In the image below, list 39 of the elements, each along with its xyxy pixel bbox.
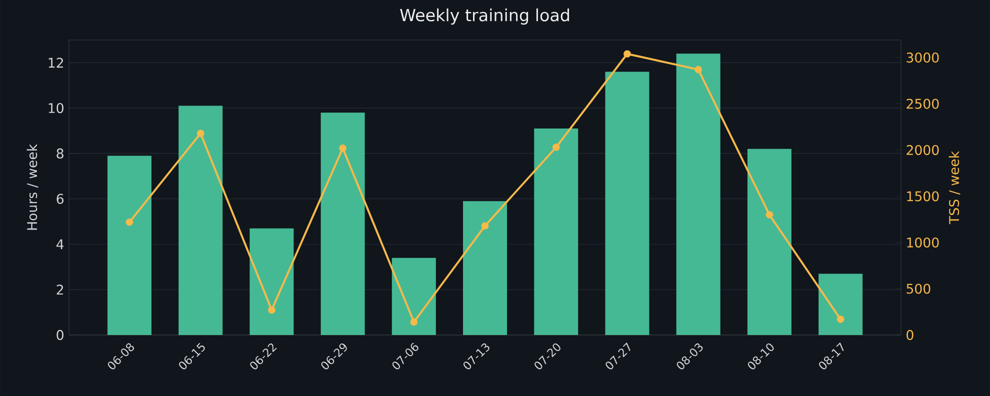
point <box>126 218 134 226</box>
bar <box>818 274 863 335</box>
point <box>481 222 489 230</box>
bar <box>250 228 294 335</box>
point <box>766 211 774 218</box>
bar <box>747 148 792 335</box>
y-axis-title: Hours / week <box>26 144 38 230</box>
bar <box>107 156 152 335</box>
point <box>552 144 560 151</box>
point <box>410 318 418 326</box>
point <box>694 66 702 74</box>
y2-tick-label: 2000 <box>906 144 939 156</box>
point <box>624 50 631 58</box>
y2-axis-title: TSS / week <box>948 150 960 224</box>
point <box>836 316 844 323</box>
bar <box>676 54 720 335</box>
y2-tick-label: 0 <box>906 330 914 340</box>
chart-title: Weekly training load <box>400 8 569 25</box>
bar <box>320 112 365 335</box>
bar <box>463 201 507 335</box>
bar <box>605 72 650 335</box>
bar <box>178 106 223 335</box>
bar <box>392 258 436 335</box>
y-tick-label: 0 <box>56 330 64 340</box>
y2-tick-label: 1000 <box>907 237 939 248</box>
y2-tick-label: 2500 <box>906 98 939 109</box>
y-tick-label: 12 <box>48 58 63 68</box>
point <box>196 130 204 138</box>
point <box>268 306 276 314</box>
y-tick-label: 2 <box>56 284 63 295</box>
y-tick-label: 8 <box>56 148 64 158</box>
y-tick-label: 4 <box>56 239 64 250</box>
y-tick-label: 10 <box>48 103 64 114</box>
y2-tick-label: 1500 <box>907 191 939 202</box>
y2-tick-label: 3000 <box>906 52 939 63</box>
y-tick-label: 6 <box>56 194 64 204</box>
point <box>339 144 346 152</box>
bar <box>534 128 578 335</box>
y2-tick-label: 500 <box>906 284 930 294</box>
